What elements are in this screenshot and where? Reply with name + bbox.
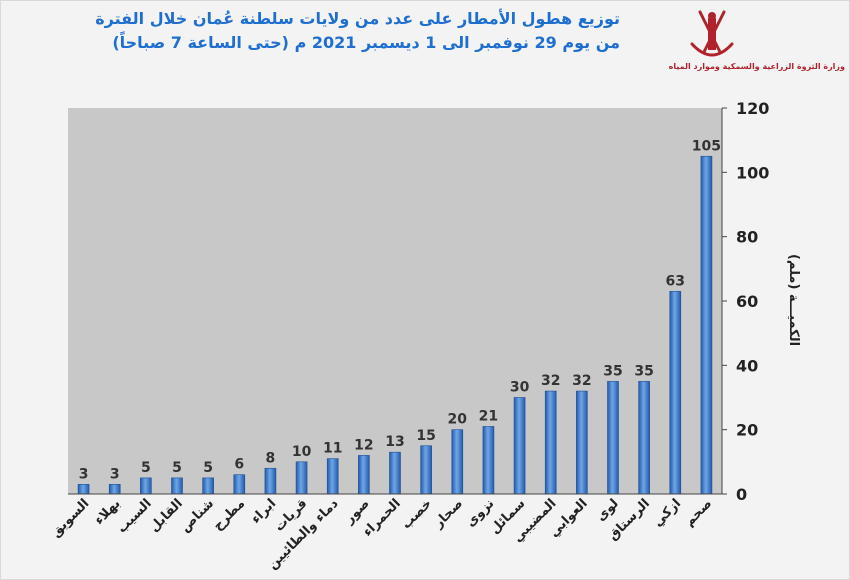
bar-16	[576, 390, 588, 495]
bar-19	[669, 291, 682, 495]
bar-14	[513, 397, 526, 495]
bar-5	[233, 474, 246, 495]
bar-18	[638, 381, 650, 495]
value-label-17: 35	[603, 363, 622, 379]
bar-11	[420, 445, 432, 495]
y-tick-label-2: 40	[736, 356, 758, 375]
bar-9	[358, 455, 370, 495]
bar-7	[295, 461, 308, 495]
value-label-14: 30	[510, 380, 530, 396]
bar-0	[77, 484, 90, 495]
value-label-0: 3	[79, 466, 89, 482]
bar-10	[389, 451, 401, 495]
value-label-7: 10	[292, 444, 312, 460]
y-axis-label: الكميـــة (ملم)	[786, 254, 801, 346]
value-label-2: 5	[141, 460, 151, 476]
category-label-11: خصب	[399, 496, 435, 532]
bar-20	[700, 155, 713, 495]
value-label-5: 6	[234, 457, 244, 473]
bar-1	[108, 484, 121, 495]
value-label-3: 5	[172, 460, 182, 476]
y-tick-label-0: 0	[736, 485, 747, 504]
value-label-13: 21	[479, 408, 498, 424]
bar-4	[202, 477, 214, 495]
value-label-11: 15	[416, 428, 435, 444]
ministry-name: وزارة الثروة الزراعية والسمكية وموارد ال…	[668, 62, 845, 71]
value-label-6: 8	[266, 450, 276, 466]
value-label-16: 32	[572, 373, 591, 389]
value-label-10: 13	[385, 434, 404, 450]
bar-17	[607, 381, 619, 495]
value-label-12: 20	[448, 412, 468, 428]
bar-6	[264, 467, 277, 495]
value-label-9: 12	[354, 437, 373, 453]
value-label-1: 3	[110, 466, 120, 482]
value-label-18: 35	[634, 363, 653, 379]
bar-2	[140, 477, 152, 495]
category-label-2: السيب	[115, 496, 155, 536]
y-tick-label-1: 20	[736, 421, 758, 440]
value-label-15: 32	[541, 373, 560, 389]
category-label-0: السويق	[48, 496, 92, 540]
bar-15	[544, 390, 557, 495]
y-tick-label-6: 120	[736, 99, 769, 118]
bar-13	[482, 426, 495, 495]
bar-8	[326, 458, 339, 495]
category-label-12: صحار	[431, 496, 467, 532]
y-tick-label-3: 60	[736, 292, 758, 311]
value-label-20: 105	[692, 138, 721, 154]
category-label-4: شناص	[178, 496, 217, 535]
value-label-19: 63	[666, 273, 685, 289]
category-label-20: صحم	[682, 496, 715, 529]
value-label-4: 5	[203, 460, 213, 476]
bar-3	[171, 477, 183, 495]
ministry-emblem	[690, 10, 734, 57]
chart-title-line-1: توزيع هطول الأمطار على عدد من ولايات سلط…	[95, 9, 620, 28]
value-label-8: 11	[323, 441, 342, 457]
chart-title-line-2: من يوم 29 نوفمبر الى 1 ديسمبر 2021 م (حت…	[112, 33, 620, 52]
category-label-19: ازكي	[650, 496, 684, 530]
y-tick-label-4: 80	[736, 228, 758, 247]
category-label-5: مطرح	[211, 496, 249, 534]
bar-12	[451, 429, 464, 495]
y-tick-label-5: 100	[736, 163, 769, 182]
category-label-3: القابل	[147, 496, 186, 535]
